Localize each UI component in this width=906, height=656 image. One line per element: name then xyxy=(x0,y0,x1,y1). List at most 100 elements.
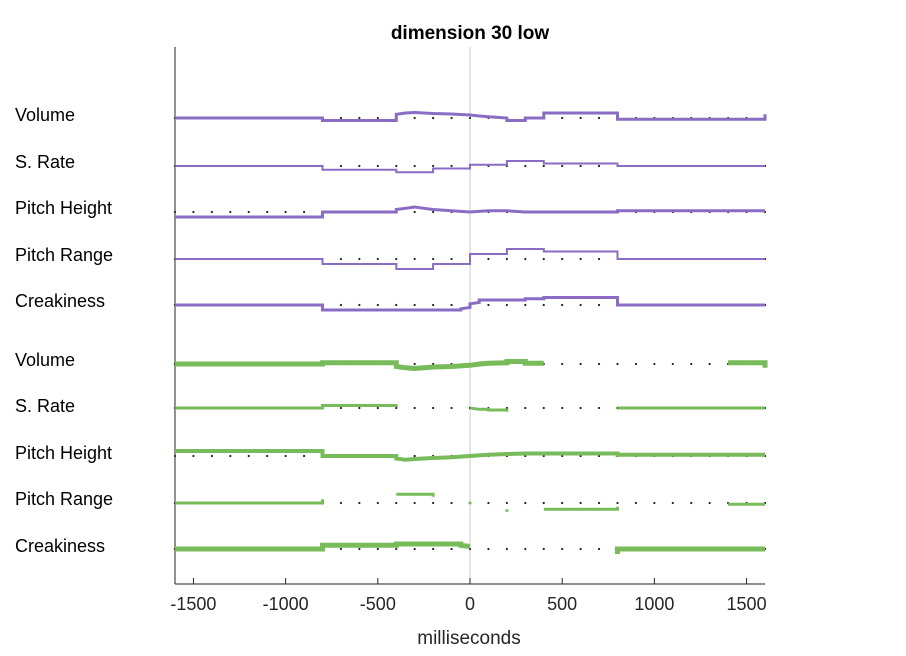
baseline-dot xyxy=(579,257,582,261)
baseline-dot xyxy=(561,164,564,168)
baseline-dot xyxy=(247,210,250,214)
series-line xyxy=(175,359,544,372)
baseline-dot xyxy=(597,303,601,307)
baseline-dot xyxy=(561,303,564,307)
baseline-dot xyxy=(413,501,416,505)
baseline-dot xyxy=(395,257,398,261)
baseline-dot xyxy=(542,164,545,168)
series-line xyxy=(175,296,765,312)
series-line xyxy=(175,160,765,174)
baseline-dot xyxy=(173,210,177,214)
series-line xyxy=(175,404,398,410)
baseline-dot xyxy=(524,547,527,551)
baseline-dot xyxy=(376,547,379,551)
baseline-dot xyxy=(579,303,582,307)
row-label: Creakiness xyxy=(15,536,105,556)
baseline-dot xyxy=(616,362,619,366)
series-line xyxy=(469,406,509,412)
baseline-dot xyxy=(542,303,545,307)
baseline-dot xyxy=(395,303,398,307)
baseline-dot xyxy=(376,501,379,505)
baseline-dot xyxy=(192,210,195,214)
baseline-dot xyxy=(524,257,527,261)
baseline-dot xyxy=(358,164,361,168)
baseline-dot xyxy=(597,406,601,410)
baseline-dot xyxy=(597,547,601,551)
baseline-dot xyxy=(413,116,416,120)
baseline-dot xyxy=(597,362,601,366)
baseline-dot xyxy=(302,210,306,214)
baseline-dot xyxy=(376,303,379,307)
baseline-dot xyxy=(450,501,453,505)
baseline-dot xyxy=(542,406,545,410)
baseline-dot xyxy=(616,501,619,505)
row-label: Pitch Height xyxy=(15,443,112,463)
baseline-dot xyxy=(634,501,638,505)
series-line xyxy=(543,506,619,511)
baseline-dot xyxy=(505,303,508,307)
baseline-dot xyxy=(579,547,582,551)
baseline-dot xyxy=(708,501,711,505)
baseline-dot xyxy=(358,501,361,505)
baseline-dot xyxy=(579,501,582,505)
baseline-dot xyxy=(450,164,453,168)
baseline-dot xyxy=(229,210,232,214)
baseline-dot xyxy=(247,454,250,458)
x-tick-label: -1000 xyxy=(263,594,309,614)
baseline-dot xyxy=(450,547,453,551)
baseline-dot xyxy=(634,362,638,366)
baseline-dot xyxy=(524,406,527,410)
baseline-dot xyxy=(395,547,398,551)
baseline-dot xyxy=(524,501,527,505)
baseline-dot xyxy=(450,116,453,120)
baseline-dot xyxy=(450,406,453,410)
baseline-dot xyxy=(339,547,343,551)
baseline-dot xyxy=(413,257,416,261)
baseline-dot xyxy=(468,116,472,120)
baseline-dot xyxy=(432,210,435,214)
baseline-dot xyxy=(653,501,656,505)
row-label: Pitch Height xyxy=(15,198,112,218)
baseline-dot xyxy=(524,164,527,168)
baseline-dot xyxy=(266,210,269,214)
baseline-dot xyxy=(358,547,361,551)
baseline-dot xyxy=(339,257,343,261)
baseline-dot xyxy=(542,501,545,505)
x-tick-label: 1500 xyxy=(727,594,767,614)
baseline-dot xyxy=(210,210,213,214)
series-line xyxy=(175,499,324,505)
baseline-dot xyxy=(579,164,582,168)
baseline-dot xyxy=(542,547,545,551)
baseline-dot xyxy=(671,362,674,366)
baseline-dot xyxy=(376,406,379,410)
baseline-dot xyxy=(561,406,564,410)
x-tick-label: 500 xyxy=(547,594,577,614)
baseline-dot xyxy=(210,454,213,458)
baseline-dot xyxy=(487,501,490,505)
baseline-dot xyxy=(358,303,361,307)
baseline-dot xyxy=(432,257,435,261)
x-tick-label: -500 xyxy=(360,594,396,614)
row-label: Volume xyxy=(15,350,75,370)
baseline-dot xyxy=(413,406,416,410)
baseline-dot xyxy=(395,406,398,410)
baseline-dot xyxy=(266,454,269,458)
series-line xyxy=(175,205,765,219)
baseline-dot xyxy=(690,501,693,505)
series-line xyxy=(175,449,765,462)
baseline-dot xyxy=(413,210,416,214)
baseline-dot xyxy=(376,164,379,168)
baseline-dot xyxy=(450,303,453,307)
baseline-dot xyxy=(192,454,195,458)
baseline-dot xyxy=(358,257,361,261)
row-label: Creakiness xyxy=(15,291,105,311)
baseline-dot xyxy=(173,454,177,458)
baseline-dot xyxy=(505,547,508,551)
baseline-dot xyxy=(597,257,601,261)
baseline-dot xyxy=(653,362,656,366)
series-line xyxy=(615,546,765,554)
baseline-dot xyxy=(505,501,508,505)
baseline-dot xyxy=(708,362,711,366)
baseline-dot xyxy=(284,210,287,214)
